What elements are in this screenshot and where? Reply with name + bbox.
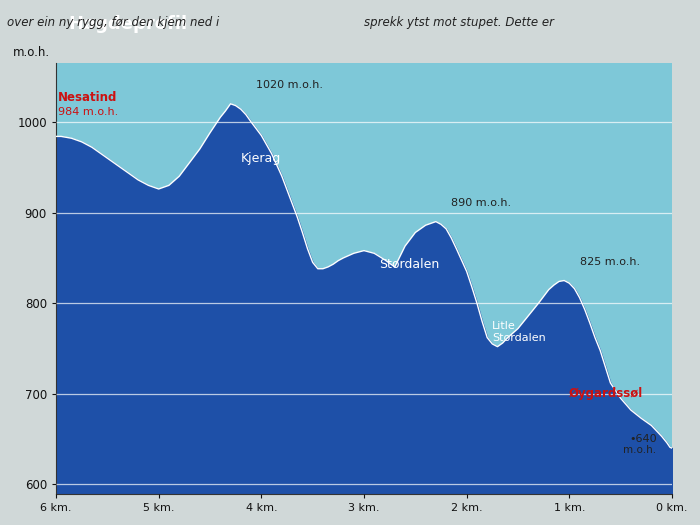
Text: 825 m.o.h.: 825 m.o.h. <box>580 257 640 267</box>
Text: Høgdeprofil: Høgdeprofil <box>69 15 188 33</box>
Text: Kjerag: Kjerag <box>241 152 281 165</box>
Text: •640: •640 <box>629 434 657 444</box>
Text: m.o.h.: m.o.h. <box>624 445 657 455</box>
Text: 890 m.o.h.: 890 m.o.h. <box>452 198 512 208</box>
Text: m.o.h.: m.o.h. <box>13 46 50 59</box>
Text: Litle
Stordalen: Litle Stordalen <box>492 321 546 343</box>
Text: Nesatind: Nesatind <box>58 91 118 104</box>
Text: 1020 m.o.h.: 1020 m.o.h. <box>256 80 323 90</box>
Text: 984 m.o.h.: 984 m.o.h. <box>58 108 118 118</box>
Text: Øygardssøl: Øygardssøl <box>569 387 643 400</box>
Text: Stordalen: Stordalen <box>379 258 440 271</box>
Text: over ein ny rygg, før den kjem ned i: over ein ny rygg, før den kjem ned i <box>7 16 219 29</box>
Text: sprekk ytst mot stupet. Dette er: sprekk ytst mot stupet. Dette er <box>364 16 554 29</box>
